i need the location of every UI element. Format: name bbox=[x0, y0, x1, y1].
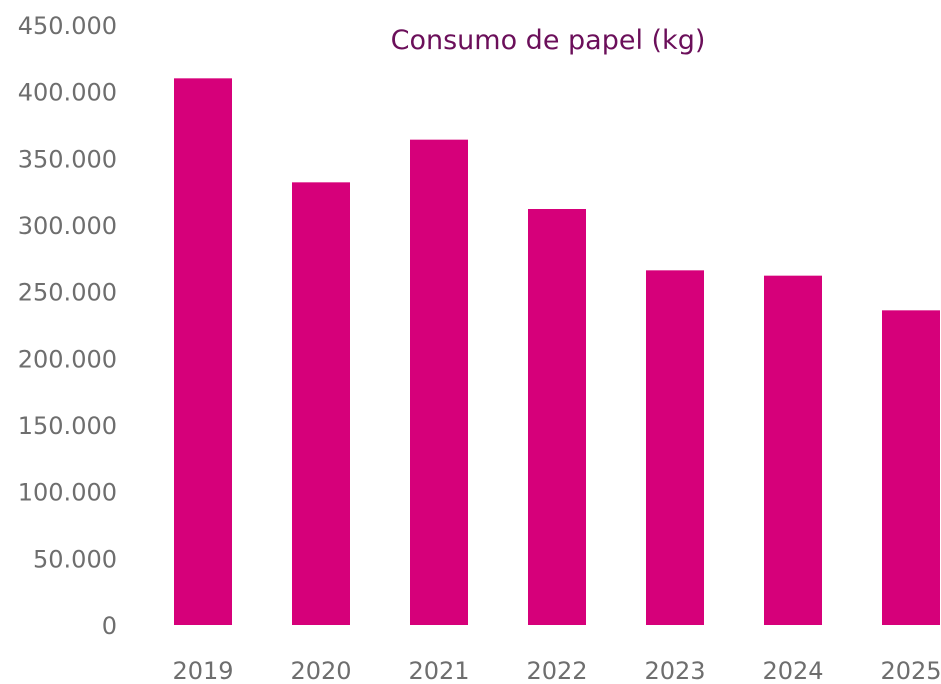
x-tick-label: 2025 bbox=[880, 657, 941, 684]
y-tick-label: 450.000 bbox=[18, 12, 117, 40]
x-tick-label: 2023 bbox=[644, 657, 705, 684]
y-tick-label: 150.000 bbox=[18, 412, 117, 440]
bar-series bbox=[174, 78, 940, 626]
y-tick-label: 400.000 bbox=[18, 79, 117, 107]
y-tick-label: 250.000 bbox=[18, 279, 117, 307]
bar-2022 bbox=[528, 209, 586, 625]
bar-2020 bbox=[292, 182, 350, 626]
y-tick-label: 100.000 bbox=[18, 479, 117, 507]
y-axis: 0 50.000 100.000 150.000 200.000 250.000 300.0… bbox=[18, 12, 117, 640]
y-tick-label: 300.000 bbox=[18, 212, 117, 240]
y-tick-label: 0 bbox=[102, 612, 117, 640]
x-tick-label: 2024 bbox=[762, 657, 823, 684]
x-tick-label: 2022 bbox=[526, 657, 587, 684]
y-tick-label: 200.000 bbox=[18, 345, 117, 373]
bar-2021 bbox=[410, 139, 468, 625]
bar-2024 bbox=[764, 275, 822, 625]
x-axis: 2019 2020 2021 2022 2023 2024 2025 bbox=[172, 657, 941, 684]
chart-title: Consumo de papel (kg) bbox=[391, 25, 706, 56]
x-tick-label: 2021 bbox=[408, 657, 469, 684]
bar-2019 bbox=[174, 78, 232, 626]
bar-2023 bbox=[646, 270, 704, 625]
y-tick-label: 50.000 bbox=[33, 545, 117, 573]
bar-2025 bbox=[882, 310, 940, 625]
y-tick-label: 350.000 bbox=[18, 145, 117, 173]
x-tick-label: 2020 bbox=[290, 657, 351, 684]
x-tick-label: 2019 bbox=[172, 657, 233, 684]
